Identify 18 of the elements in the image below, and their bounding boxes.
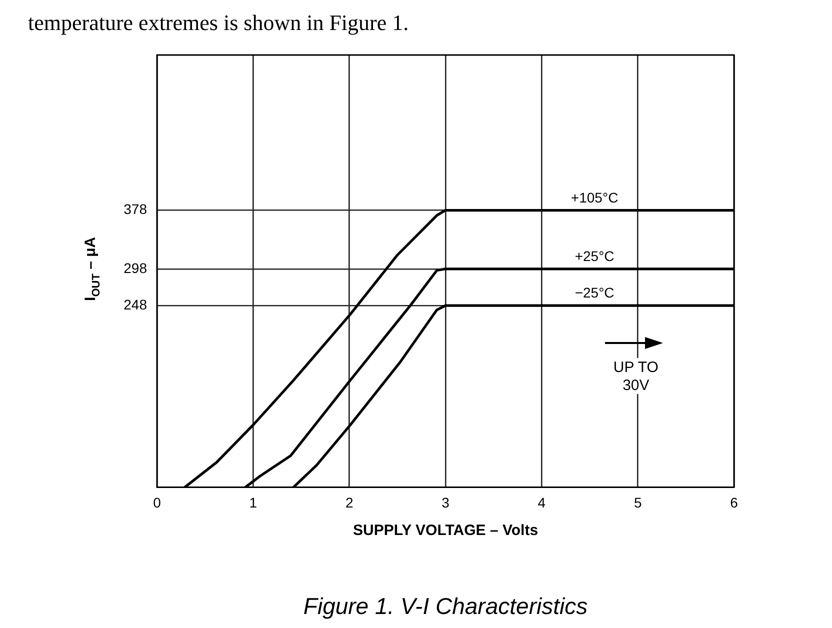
x-tick-label: 6 (730, 494, 738, 510)
x-axis-title: SUPPLY VOLTAGE – Volts (352, 522, 538, 540)
annotation: UP TO 30V (613, 359, 658, 394)
y-tick-label: 378 (124, 201, 148, 218)
x-tick-label: 0 (153, 494, 162, 510)
y-tick-label: 298 (124, 260, 148, 276)
y-tick-label: 248 (124, 296, 148, 312)
series-label: −25°C (574, 284, 614, 301)
x-tick-label: 1 (249, 494, 258, 510)
x-tick-label: 3 (442, 494, 450, 510)
series-label: +105°C (570, 189, 618, 206)
text: temperature extremes is shown in Figure 1. (28, 10, 409, 35)
caption: Figure 1. V-I Characteristics (303, 593, 588, 619)
y-axis-title: IOUT – μA (82, 236, 102, 301)
series-label: +25°C (574, 248, 614, 264)
x-tick-label: 5 (634, 494, 642, 510)
x-tick-label: 4 (538, 494, 546, 510)
x-tick-label: 2 (345, 494, 354, 510)
